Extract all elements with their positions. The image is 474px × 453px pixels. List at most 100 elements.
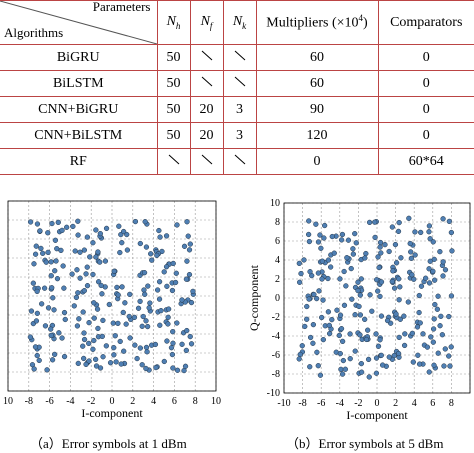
data-point (97, 230, 103, 237)
data-point (412, 229, 418, 235)
x-tick-label: -6 (45, 396, 53, 407)
data-point (410, 359, 416, 365)
data-point (122, 300, 128, 306)
data-point (172, 279, 179, 286)
cell-nh: 50 (156, 96, 190, 123)
data-point (318, 245, 324, 251)
data-point (142, 291, 148, 297)
data-point (352, 230, 358, 237)
data-point (107, 360, 114, 366)
data-point (395, 228, 402, 235)
data-point (170, 365, 176, 371)
cell-mult: 120 (255, 122, 378, 149)
data-point (375, 254, 381, 260)
data-point (392, 241, 399, 248)
data-point (84, 283, 91, 289)
data-point (86, 358, 92, 364)
data-point (154, 252, 160, 259)
data-point (87, 254, 93, 260)
data-point (187, 241, 193, 247)
data-point (115, 292, 121, 298)
data-point (174, 222, 180, 228)
data-point (84, 264, 90, 270)
table-header-row: Parameters Algorithms Nh Nf Nk Multiplie… (0, 0, 474, 45)
data-point (432, 301, 438, 308)
data-point (397, 284, 403, 290)
cell-mult: 60 (255, 70, 378, 97)
data-point (156, 296, 163, 302)
data-point (365, 327, 371, 333)
data-point (362, 316, 368, 323)
data-point (363, 250, 369, 257)
data-point (53, 258, 59, 264)
data-point (401, 342, 408, 349)
plot-frame (7, 200, 217, 392)
data-point (100, 317, 106, 324)
data-point (357, 292, 363, 298)
data-point (373, 370, 380, 376)
data-point (113, 359, 119, 365)
data-point (408, 249, 414, 255)
x-tick-label: 0 (375, 398, 380, 409)
data-point (135, 305, 142, 311)
data-point (357, 312, 364, 318)
data-point (428, 334, 434, 340)
data-point (449, 248, 455, 254)
data-point (90, 271, 96, 278)
data-point (305, 231, 312, 238)
plot-frame (283, 202, 471, 394)
data-point (137, 345, 143, 351)
data-point (369, 308, 375, 314)
data-point (103, 225, 110, 232)
data-point (90, 240, 96, 246)
cell-alg: CNN+BiLSTM (0, 122, 157, 149)
data-point (164, 283, 170, 289)
data-point (137, 298, 143, 305)
data-point (378, 313, 385, 319)
data-point (64, 224, 70, 230)
data-point (123, 321, 129, 327)
data-point (149, 257, 155, 263)
data-point (139, 323, 145, 329)
y-tick-label: 0 (275, 293, 280, 304)
data-point (69, 271, 75, 277)
data-point (32, 251, 39, 257)
data-point (398, 255, 404, 261)
data-point (418, 283, 425, 289)
data-point (32, 344, 39, 350)
data-point (437, 323, 443, 329)
data-point (397, 316, 403, 322)
data-point (409, 330, 416, 337)
data-point (81, 330, 87, 336)
backslash-mark (201, 76, 212, 87)
x-tick-label: 2 (130, 396, 135, 407)
corner-header: Parameters Algorithms (0, 0, 157, 45)
x-tick-label: -10 (277, 398, 290, 409)
data-point (83, 271, 89, 277)
data-point (184, 219, 190, 225)
backslash-mark (234, 50, 245, 61)
data-point (376, 264, 382, 271)
data-point (435, 293, 441, 299)
x-tick-label: 4 (412, 398, 417, 409)
data-point (165, 321, 171, 327)
data-point (156, 227, 162, 234)
data-point (51, 307, 57, 313)
caption-a: （a）Error symbols at 1 dBm (30, 436, 187, 451)
data-point (154, 287, 161, 293)
data-point (301, 257, 307, 263)
data-point (37, 228, 43, 234)
data-point (304, 316, 310, 322)
data-point (48, 332, 54, 339)
data-point (185, 233, 191, 239)
data-point (317, 232, 323, 238)
data-point (378, 279, 385, 285)
data-point (152, 341, 159, 348)
y-tick-label: 4 (275, 255, 280, 266)
data-point (103, 343, 109, 349)
cell-nf: 20 (189, 122, 223, 149)
data-point (339, 231, 346, 238)
data-point (45, 249, 51, 256)
header-multipliers: Multipliers (×104) (255, 0, 378, 45)
data-point (75, 290, 81, 296)
